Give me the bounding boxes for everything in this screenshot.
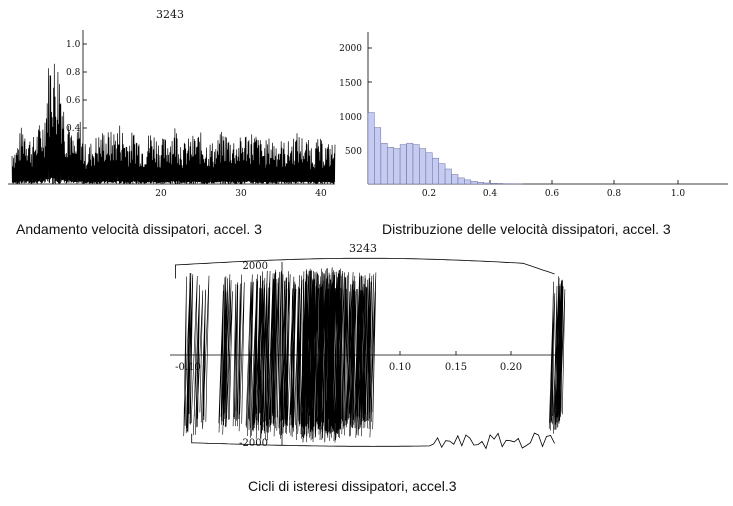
velocity-chart: 3243 1.0 0.8 0.6 0.4 20 30 40 (8, 8, 335, 199)
histogram-x-tick-label: 0.6 (545, 189, 560, 199)
velocity-x-tick-label: 40 (315, 189, 327, 199)
histogram-bar (464, 180, 470, 184)
velocity-series-line (12, 64, 335, 184)
hysteresis-x-tick-label: 0.10 (389, 362, 411, 373)
velocity-y-tick-label: 0.8 (66, 68, 81, 78)
histogram-bar (374, 128, 380, 184)
velocity-y-tick-label: 0.6 (66, 96, 81, 106)
histogram-bar (471, 181, 477, 184)
velocity-x-tick-label: 20 (155, 189, 167, 199)
velocity-chart-title: 3243 (156, 8, 184, 21)
hysteresis-y-tick-label: 2000 (243, 261, 268, 272)
velocity-signal-path (12, 64, 335, 184)
hysteresis-chart-title: 3243 (349, 242, 377, 255)
histogram-y-tick-label: 500 (345, 147, 362, 157)
histogram-x-tick-label: 0.4 (483, 189, 498, 199)
histogram-bar (387, 147, 393, 184)
hysteresis-y-tick-label: -2000 (239, 438, 268, 449)
histogram-x-tick-label: 1.0 (671, 189, 686, 199)
histogram-bar (439, 164, 445, 184)
histogram-bar (445, 169, 451, 184)
histogram-bar (484, 183, 490, 184)
histogram-y-tick-label: 1000 (339, 113, 362, 123)
histogram-bar (419, 149, 425, 184)
histogram-bar (452, 175, 458, 185)
histogram-y-tick-label: 2000 (339, 44, 362, 54)
histogram-bar (490, 183, 496, 184)
histogram-bar (407, 143, 413, 184)
velocity-caption: Andamento velocità dissipatori, accel. 3 (16, 221, 262, 237)
hysteresis-x-tick-label: 0.15 (445, 362, 467, 373)
velocity-x-tick-label: 30 (235, 189, 247, 199)
histogram-bars (368, 113, 522, 184)
hysteresis-loops (175, 258, 565, 448)
histogram-bar (432, 158, 438, 184)
histogram-bar (394, 149, 400, 184)
histogram-x-tick-label: 0.2 (422, 189, 436, 199)
histogram-bar (368, 113, 374, 184)
histogram-x-tick-label: 0.8 (607, 189, 622, 199)
histogram-caption: Distribuzione delle velocità dissipatori… (382, 221, 671, 237)
histogram-bar (458, 178, 464, 184)
velocity-y-tick-label: 1.0 (66, 40, 81, 50)
histogram-chart: 2000 1500 1000 500 0.2 0.4 0.6 0.8 1.0 (339, 32, 728, 199)
hysteresis-caption: Cicli di isteresi dissipatori, accel.3 (248, 478, 457, 494)
histogram-bar (477, 182, 483, 184)
histogram-bar (426, 153, 432, 184)
hysteresis-x-tick-label: 0.20 (500, 362, 522, 373)
histogram-bar (497, 184, 503, 185)
histogram-bar (413, 145, 419, 184)
histogram-bar (381, 143, 387, 184)
hysteresis-chart: 3243 2000 -2000 -0.10 0.10 0.15 0.20 (170, 242, 565, 449)
histogram-bar (400, 145, 406, 184)
histogram-y-tick-label: 1500 (339, 79, 362, 89)
